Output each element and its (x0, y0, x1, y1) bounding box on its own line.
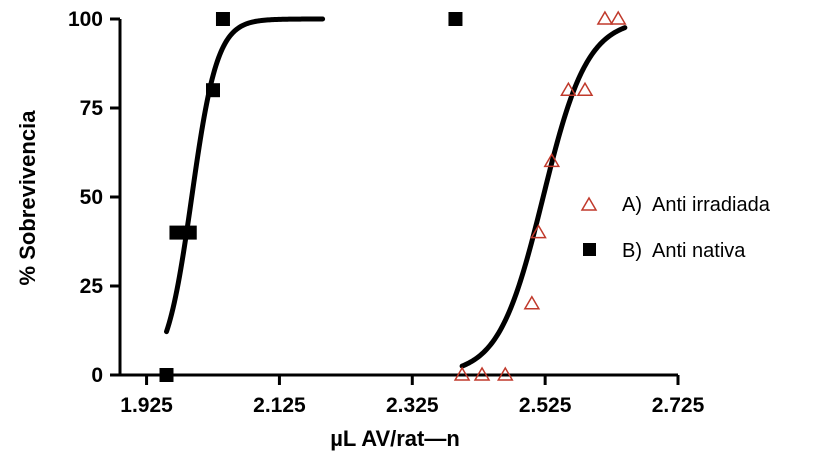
y-tick-label: 0 (91, 364, 103, 387)
data-point-square (159, 368, 174, 382)
tick-labels: 0 25 50 75 100 1.925 2.125 2.325 2.525 2.725 (68, 8, 705, 417)
legend: A) Anti irradiada B) Anti nativa (580, 194, 771, 262)
data-point-square (182, 225, 197, 240)
fit-curves (164, 16, 628, 369)
axes (110, 17, 680, 385)
data-point-triangle (530, 224, 547, 239)
data-point-triangle (560, 81, 577, 96)
data-point-square (215, 12, 230, 26)
x-tick-label: 2.325 (386, 394, 439, 417)
x-axis-title: µL AV/rat—n (330, 426, 460, 451)
data-point-triangle (576, 81, 594, 96)
x-tick-label: 1.925 (120, 394, 173, 417)
fit-curve-series-1 (164, 16, 326, 335)
data-point-triangle (496, 366, 514, 381)
data-point-triangle (453, 366, 471, 381)
y-tick-label: 75 (80, 97, 104, 120)
data-point-square (206, 83, 220, 98)
x-tick-label: 2.525 (519, 394, 572, 417)
legend-label-anti-nativa: B) Anti nativa (622, 240, 746, 262)
data-point-triangle (596, 10, 614, 25)
y-tick-label: 50 (80, 186, 103, 209)
x-tick-label: 2.125 (253, 394, 306, 417)
data-point-square (448, 12, 463, 26)
legend-marker-square (583, 243, 596, 256)
data-point-triangle (523, 295, 541, 310)
data-point-triangle (543, 152, 561, 168)
data-point-triangle (473, 366, 491, 381)
y-axis-title: % Sobrevivencia (15, 110, 40, 286)
data-point-square (169, 225, 184, 240)
x-tick-label: 2.725 (652, 394, 705, 417)
data-point-triangle (609, 10, 627, 25)
legend-marker-triangle (580, 196, 598, 211)
y-tick-label: 25 (80, 275, 104, 298)
fit-curve-series-0 (459, 25, 628, 369)
y-tick-label: 100 (68, 8, 103, 31)
legend-label-anti-irradiada: A) Anti irradiada (622, 194, 771, 216)
data-points (159, 10, 627, 382)
